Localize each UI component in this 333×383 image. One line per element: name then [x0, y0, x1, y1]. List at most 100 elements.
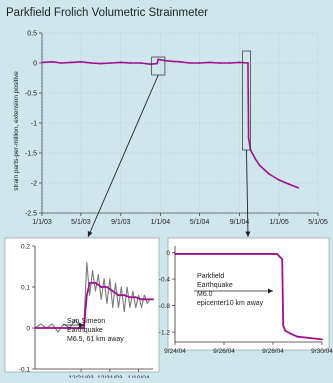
data-point [218, 62, 221, 64]
data-point [68, 327, 71, 329]
annotation-text: Earthquake [67, 327, 103, 334]
annotation-text: Parkfield [197, 273, 224, 280]
x-tick-label: 5/1/04 [190, 219, 210, 226]
y-axis-label: strain parts-per-million, extension posi… [13, 71, 20, 191]
y-tick-label: -2.5 [25, 211, 37, 218]
x-tick-label: 5/1/05 [308, 219, 328, 226]
y-tick-label: -1 [31, 121, 37, 128]
data-point [90, 62, 92, 64]
data-point [42, 327, 45, 329]
x-tick-label: 1/1/03 [32, 219, 52, 226]
data-point [297, 186, 300, 189]
data-point [149, 63, 152, 66]
data-point [100, 286, 103, 288]
data-point [106, 286, 108, 288]
x-tick-label: 9/26/04 [213, 348, 235, 355]
data-point [140, 298, 143, 301]
zoom-connector [87, 74, 159, 238]
annotation-text: M6.5, 61 km away [67, 336, 124, 343]
data-point [129, 62, 132, 64]
data-point [83, 327, 85, 329]
y-tick-label: 0 [33, 61, 37, 68]
zoom-connector-arrowhead [245, 231, 251, 237]
y-tick-label: 0 [26, 326, 30, 333]
data-point [210, 253, 213, 255]
y-tick-label: -0.5 [25, 91, 37, 98]
data-point [174, 253, 176, 255]
x-tick-label: 5/1/03 [71, 219, 91, 226]
data-point [129, 296, 131, 299]
data-point [157, 58, 160, 61]
data-point [41, 61, 43, 64]
data-point [123, 294, 126, 297]
data-point [308, 337, 311, 339]
data-point [259, 253, 262, 255]
data-point [198, 253, 201, 255]
data-point [188, 62, 191, 64]
y-tick-label: -1.5 [25, 151, 37, 158]
data-point [117, 294, 120, 297]
annotation-arrowhead [78, 322, 84, 328]
data-point [178, 60, 181, 63]
data-point [169, 60, 172, 63]
data-point [186, 253, 189, 255]
series-line-filtered [35, 281, 153, 329]
data-point [247, 253, 250, 255]
data-point [80, 60, 82, 63]
zoom-connector-arrowhead [87, 231, 93, 237]
data-point [235, 253, 238, 255]
x-tick-label: 9/28/04 [262, 348, 284, 355]
y-tick-label: -1.2 [159, 330, 171, 337]
data-point [288, 183, 291, 186]
data-point [60, 62, 63, 64]
y-tick-label: 0.1 [21, 285, 30, 292]
data-point [278, 179, 280, 181]
data-point [268, 173, 270, 175]
data-point [51, 327, 54, 329]
data-point [51, 60, 53, 63]
data-point [70, 61, 73, 64]
y-tick-label: 0.5 [27, 31, 37, 38]
data-point [281, 258, 284, 261]
data-point [111, 290, 114, 292]
data-point [146, 298, 149, 301]
data-point [282, 324, 285, 327]
series-line-raw [34, 261, 153, 333]
page-title: Parkfield Frolich Volumetric Strainmeter [6, 7, 208, 19]
data-point [94, 282, 97, 284]
data-point [290, 333, 293, 335]
data-point [238, 61, 241, 64]
data-point [99, 62, 102, 65]
data-point [208, 61, 211, 64]
data-point [85, 294, 88, 297]
x-tick-label: 9/24/04 [164, 348, 186, 355]
panel-parkfield [167, 237, 330, 351]
annotation-text: epicenter10 km away [197, 300, 264, 307]
annotation-text: Earthquake [197, 282, 233, 289]
data-point [88, 282, 91, 284]
data-point [272, 253, 274, 255]
x-tick-label: 9/1/03 [111, 219, 131, 226]
data-point [60, 327, 62, 329]
data-point [276, 253, 278, 255]
data-point [134, 296, 137, 299]
x-tick-label: 1/1/05 [269, 219, 289, 226]
annotation-arrowhead [268, 288, 273, 294]
data-point [321, 338, 323, 341]
zoom-connector [246, 149, 249, 238]
data-point [34, 327, 36, 329]
data-point [254, 158, 257, 160]
data-point [156, 62, 159, 65]
data-point [247, 137, 250, 139]
data-point [284, 329, 287, 332]
data-point [119, 61, 122, 64]
y-tick-label: -0.4 [159, 277, 171, 284]
y-tick-label: 0 [166, 250, 170, 257]
data-point [296, 335, 299, 338]
data-point [223, 253, 225, 255]
data-point [247, 62, 249, 64]
data-point [109, 62, 112, 64]
data-point [228, 62, 231, 64]
x-tick-label: 9/30/04 [311, 348, 333, 355]
